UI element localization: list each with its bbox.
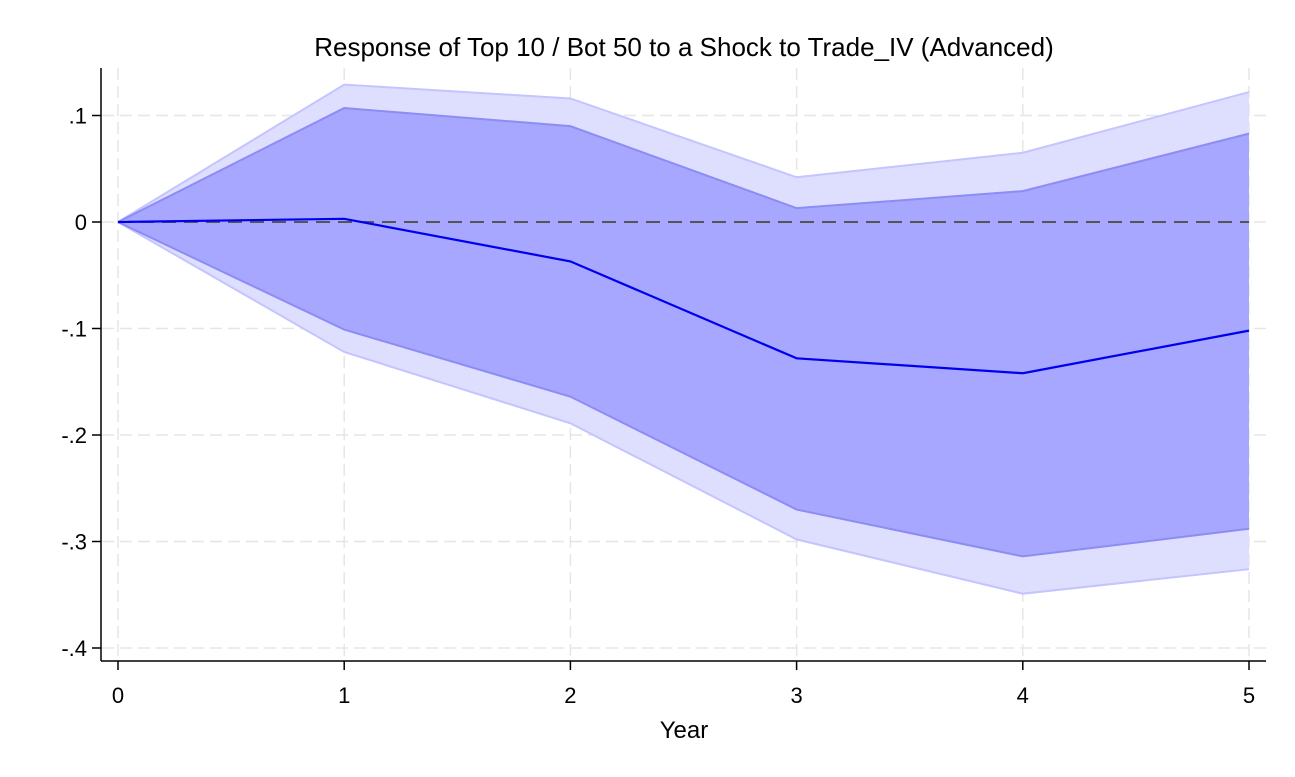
response-line xyxy=(117,217,1250,375)
outer-band-lower-edge xyxy=(117,221,1250,595)
y-tick-label: -.4 xyxy=(61,636,87,661)
outer-band-upper-edge xyxy=(117,83,1250,223)
y-tick-label: -.3 xyxy=(61,530,87,555)
y-tick-label: -.1 xyxy=(61,317,87,342)
inner-band-lower-edge xyxy=(117,221,1250,558)
x-tick-label: 1 xyxy=(338,683,350,708)
chart-title: Response of Top 10 / Bot 50 to a Shock t… xyxy=(314,32,1054,62)
y-tick-label: 0 xyxy=(75,210,87,235)
y-tick-label: .1 xyxy=(69,104,87,129)
x-tick-label: 4 xyxy=(1017,683,1029,708)
inner-band-upper-edge xyxy=(117,107,1250,223)
y-axis-ticks: .1 0 -.1 -.2 -.3 -.4 xyxy=(61,104,101,661)
x-tick-label: 0 xyxy=(112,683,124,708)
inner-confidence-band xyxy=(118,108,1249,557)
x-tick-label: 5 xyxy=(1243,683,1255,708)
response-lines xyxy=(117,217,1250,375)
confidence-bands xyxy=(117,83,1250,595)
x-axis-label: Year xyxy=(660,717,709,744)
x-tick-label: 3 xyxy=(790,683,802,708)
axes xyxy=(100,68,1266,662)
x-axis-ticks: 0 1 2 3 4 5 xyxy=(112,661,1255,708)
y-tick-label: -.2 xyxy=(61,423,87,448)
x-tick-label: 2 xyxy=(564,683,576,708)
